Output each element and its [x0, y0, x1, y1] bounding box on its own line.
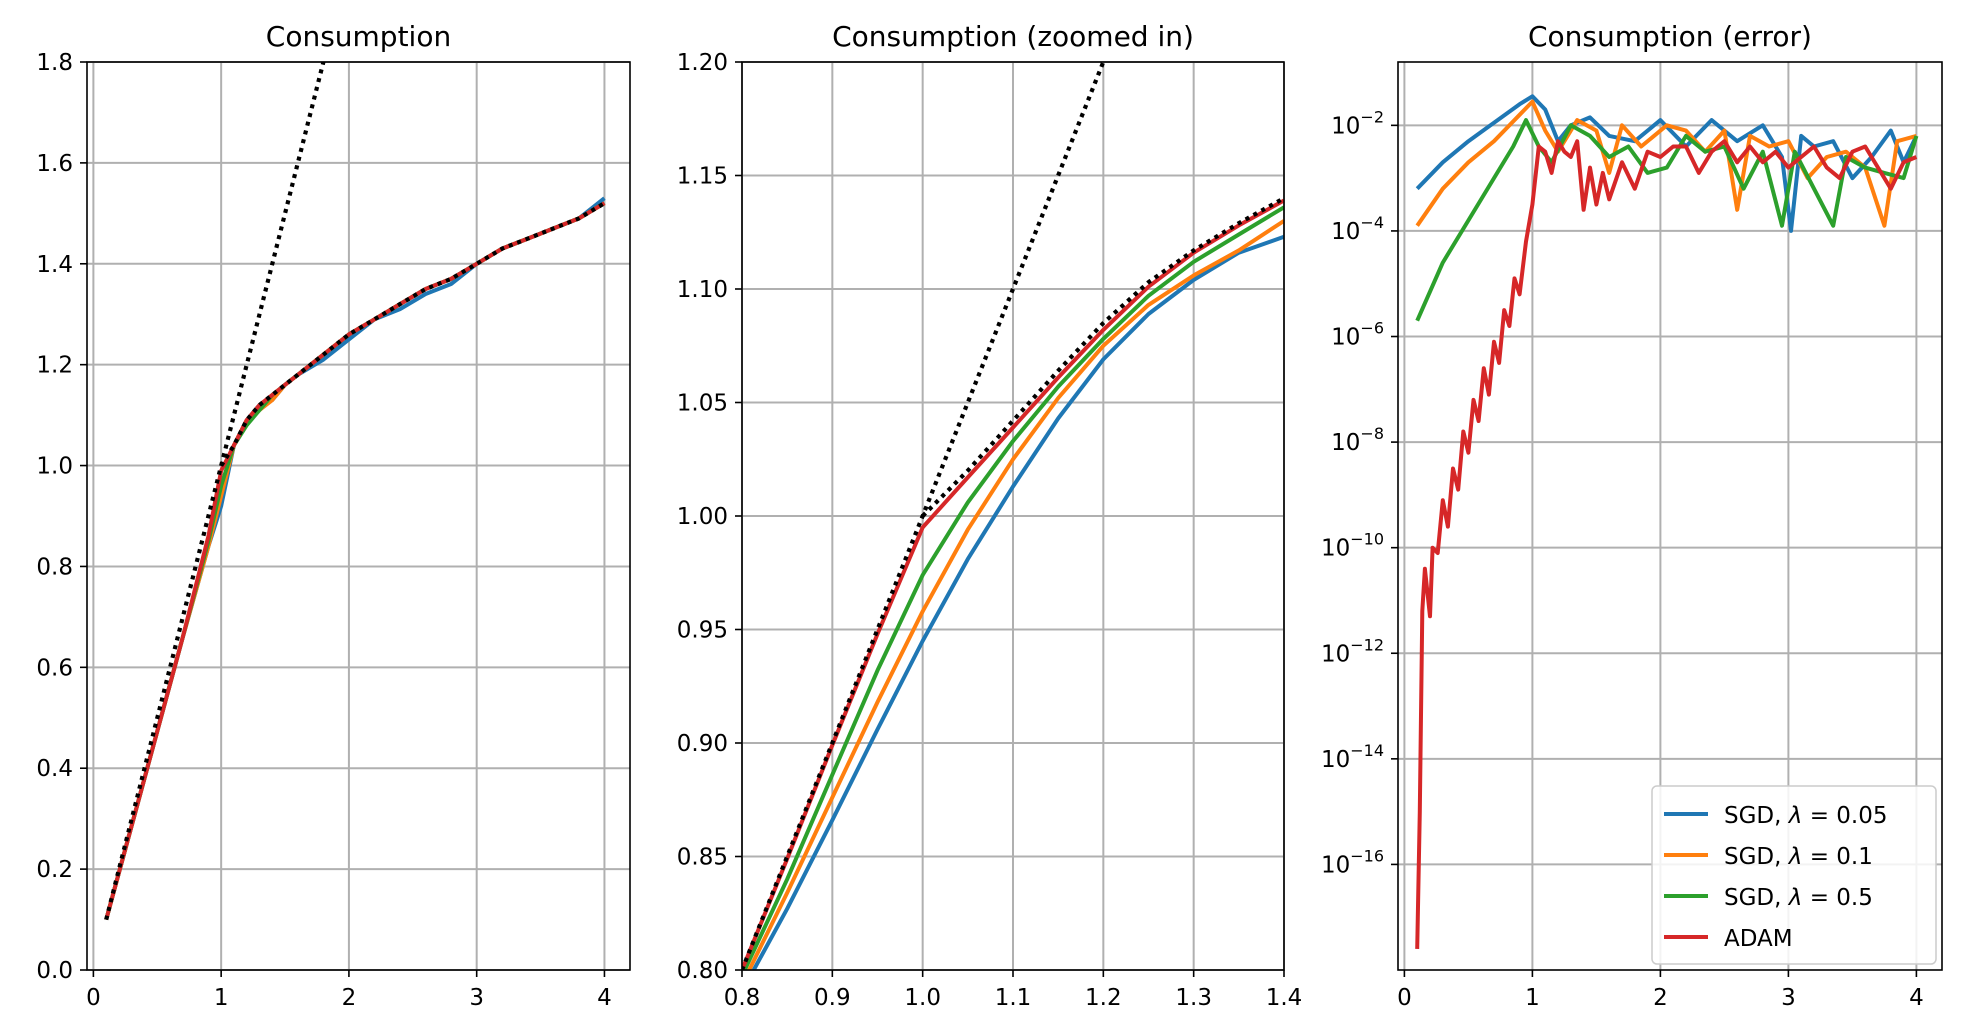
- legend-label: ADAM: [1724, 926, 1793, 952]
- y-tick-label: 0.80: [677, 958, 728, 984]
- axes-frame: [86, 61, 631, 971]
- x-tick-label: 1.2: [1085, 985, 1122, 1011]
- y-tick-label: 10−16: [1321, 846, 1384, 878]
- x-tick-label: 0: [86, 985, 101, 1011]
- series-line-4: [1415, 139, 1918, 949]
- y-tick-label: 0.4: [36, 756, 73, 782]
- x-tick-label: 1.1: [995, 985, 1032, 1011]
- x-tick-label: 0: [1397, 985, 1412, 1011]
- chart-title: Consumption: [266, 20, 451, 53]
- y-tick-label: 10−2: [1331, 107, 1384, 139]
- chart-panel-2: 0.8 0.9 1.0 1.1 1.2 1.3 1.4 0.80 0.85 0.90 0.95 1.0…: [677, 20, 1303, 1011]
- y-tick-label: 10−10: [1321, 530, 1384, 562]
- series-line-2: [747, 219, 1284, 970]
- y-tick-label: 0.85: [677, 845, 728, 871]
- y-tick-label: 1.00: [677, 504, 728, 530]
- x-tick-label: 4: [597, 985, 612, 1011]
- y-tick-label: 1.6: [36, 151, 73, 177]
- y-tick-label: 10−14: [1321, 741, 1384, 773]
- y-tick-label: 10−6: [1331, 319, 1384, 351]
- legend-box: [1651, 785, 1937, 965]
- x-tick-label: 3: [1781, 985, 1796, 1011]
- legend-label: SGD, λ = 0.1: [1724, 844, 1873, 870]
- y-tick-label: 1.05: [677, 391, 728, 417]
- y-tick-label: 1.4: [36, 252, 73, 278]
- reference-dotted-line: [219, 201, 606, 467]
- reference-dotted-line: [104, 62, 326, 921]
- reference-dotted-line: [742, 62, 1106, 970]
- y-tick-label: 0.6: [36, 655, 73, 681]
- series-line-1: [1415, 94, 1919, 233]
- legend-label: SGD, λ = 0.5: [1724, 885, 1873, 911]
- series-line-4: [104, 201, 606, 921]
- axes-frame: [1397, 61, 1943, 971]
- y-tick-label: 1.2: [36, 353, 73, 379]
- x-tick-label: 2: [342, 985, 357, 1011]
- chart-title: Consumption (zoomed in): [832, 20, 1194, 53]
- x-tick-label: 3: [469, 985, 484, 1011]
- series-line-3: [104, 201, 606, 921]
- x-tick-label: 4: [1909, 985, 1924, 1011]
- y-tick-label: 0.90: [677, 731, 728, 757]
- y-tick-label: 1.15: [677, 164, 728, 190]
- legend: SGD, λ = 0.05 SGD, λ = 0.1 SGD, λ = 0.5 ADA…: [1651, 785, 1937, 965]
- series-line-3: [1415, 118, 1919, 322]
- y-tick-label: 1.10: [677, 277, 728, 303]
- y-tick-label: 1.20: [677, 50, 728, 76]
- x-tick-label: 1.4: [1266, 985, 1303, 1011]
- chart-panel-1: 0 1 2 3 4 0.0 0.2 0.4 0.6 0.8 1.0 1.2 1.4 1.6 1.8 Consu…: [36, 20, 631, 1011]
- x-tick-label: 1: [1525, 985, 1540, 1011]
- y-tick-label: 10−12: [1321, 635, 1384, 667]
- legend-label: SGD, λ = 0.05: [1724, 803, 1888, 829]
- x-tick-label: 1.0: [904, 985, 941, 1011]
- series-line-1: [751, 234, 1284, 970]
- y-tick-label: 1.0: [36, 454, 73, 480]
- x-tick-label: 2: [1653, 985, 1668, 1011]
- chart-title: Consumption (error): [1528, 20, 1812, 53]
- y-tick-label: 10−8: [1331, 424, 1384, 456]
- y-tick-label: 0.8: [36, 554, 73, 580]
- series-line-2: [104, 201, 606, 921]
- y-tick-label: 0.2: [36, 857, 73, 883]
- y-tick-label: 0.0: [36, 958, 73, 984]
- x-tick-label: 1: [214, 985, 229, 1011]
- x-tick-label: 0.8: [724, 985, 761, 1011]
- x-tick-label: 0.9: [814, 985, 851, 1011]
- series-line-3: [742, 205, 1284, 970]
- x-tick-label: 1.3: [1175, 985, 1212, 1011]
- y-tick-label: 0.95: [677, 618, 728, 644]
- chart-panel-3: 0 1 2 3 4 10−16 10−14 10−12 10−10 10−8 10−6 10−4 10−…: [1321, 20, 1943, 1011]
- reference-dotted-line: [921, 196, 1284, 518]
- y-tick-label: 10−4: [1331, 213, 1384, 245]
- y-tick-label: 1.8: [36, 50, 73, 76]
- series-line-1: [104, 196, 606, 921]
- series-line-2: [1415, 99, 1917, 228]
